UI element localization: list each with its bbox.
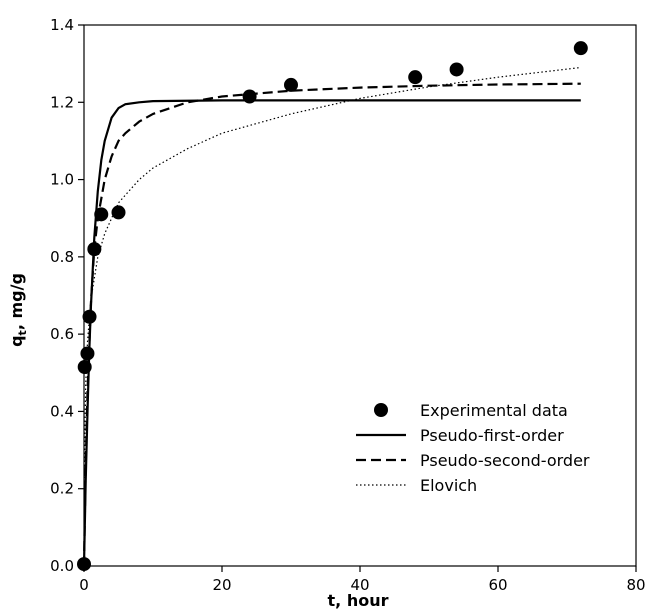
legend-label-experimental-data: Experimental data — [420, 401, 568, 420]
experimental-data-point — [111, 205, 126, 220]
experimental-data-point — [449, 62, 464, 77]
experimental-data-point — [82, 309, 97, 324]
x-tick-label: 80 — [626, 576, 645, 594]
y-tick-label: 1.4 — [50, 16, 74, 34]
legend-label-pseudo-first-order: Pseudo-first-order — [420, 426, 564, 445]
legend-label-pseudo-second-order: Pseudo-second-order — [420, 451, 590, 470]
axis-ticks: 0 20 40 60 80 0.0 0.2 0.4 0.6 0.8 1.0 1.2 1.4 — [50, 16, 645, 594]
experimental-data-point — [87, 242, 102, 257]
y-axis-title-main: q — [7, 335, 26, 346]
legend: Experimental data Pseudo-first-order Pseud… — [356, 401, 590, 495]
experimental-data-point — [284, 77, 298, 92]
y-axis-title: qt, mg/g — [7, 273, 29, 347]
series-line-pseudo-second-order — [82, 82, 581, 567]
y-axis-title-sub: t — [16, 330, 29, 335]
experimental-data-point — [242, 89, 257, 104]
y-tick-label: 0.4 — [50, 402, 74, 420]
x-axis-title: t, hour — [328, 591, 389, 610]
y-tick-label: 0.8 — [50, 248, 74, 266]
series-line-elovich — [83, 66, 581, 567]
x-tick-label: 20 — [212, 576, 231, 594]
experimental-data-point — [94, 207, 109, 222]
experimental-data-point — [77, 359, 92, 374]
x-tick-label: 40 — [350, 576, 369, 594]
y-tick-label: 0.0 — [50, 557, 74, 575]
series-line-pseudo-first-order — [82, 99, 581, 567]
y-tick-label: 1.2 — [50, 93, 74, 111]
series-lines — [82, 66, 581, 567]
y-axis-title-rest: , mg/g — [7, 273, 26, 330]
legend-swatch-experimental-data — [374, 403, 388, 417]
legend-label-elovich: Elovich — [420, 476, 477, 495]
experimental-data-point — [80, 346, 95, 361]
experimental-data-point — [573, 41, 588, 56]
experimental-data-point — [408, 70, 423, 85]
y-tick-label: 0.6 — [50, 325, 74, 343]
y-tick-label: 0.2 — [50, 480, 74, 498]
experimental-data-point — [77, 557, 91, 572]
data-points — [77, 41, 588, 572]
y-tick-label: 1.0 — [50, 171, 74, 189]
x-tick-label: 60 — [488, 576, 507, 594]
x-tick-label: 0 — [79, 576, 89, 594]
